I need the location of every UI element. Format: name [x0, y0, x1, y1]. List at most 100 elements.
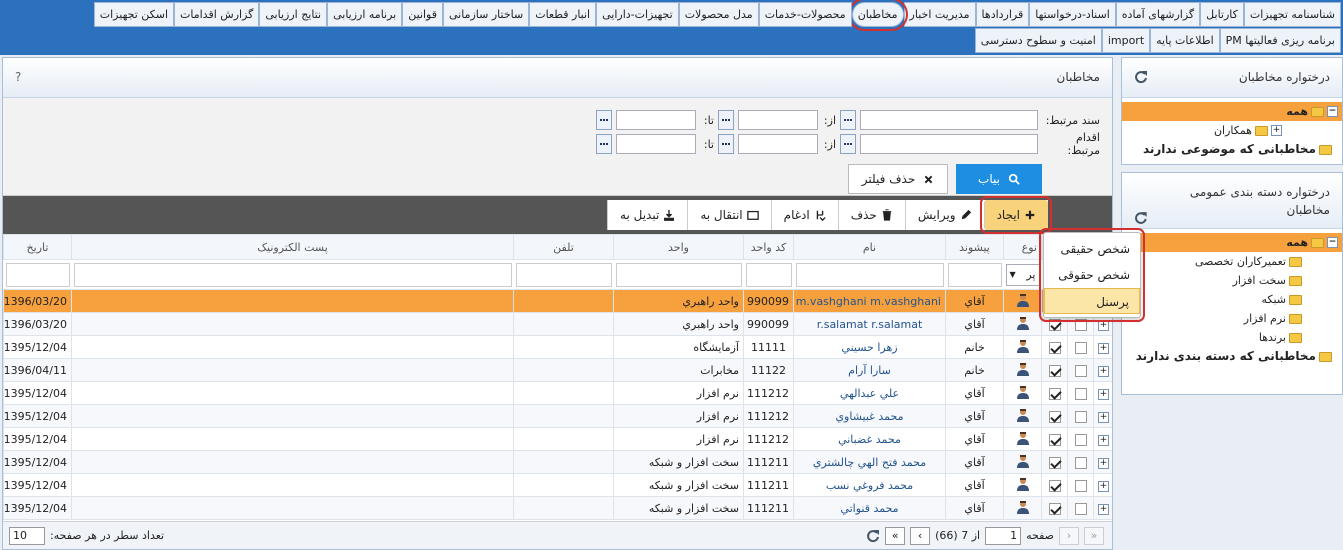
name-cell[interactable]: محمد غضباني [793, 427, 946, 451]
expand-toggle[interactable]: + [1098, 343, 1109, 354]
page-input[interactable]: 1 [985, 526, 1022, 545]
row-checkbox[interactable] [1074, 318, 1087, 331]
column-header[interactable]: تلفن [513, 234, 614, 260]
tree-item[interactable]: مخاطبانی که دسته بندی ندارند [1122, 347, 1342, 366]
nav-tab[interactable]: اسناد-درخواستها [1029, 2, 1116, 27]
name-cell[interactable]: m.vashghani m.vashghani [793, 289, 946, 313]
active-checkbox[interactable] [1048, 502, 1061, 515]
menu-item[interactable]: شخص حقوقی [1058, 268, 1130, 282]
nav-tab[interactable]: امنیت و سطوح دسترسی [974, 28, 1102, 53]
pager-button[interactable]: « [1084, 526, 1104, 545]
toolbar-button[interactable]: ایجاد [979, 196, 1053, 234]
expand-toggle[interactable]: + [1098, 481, 1109, 492]
tree-item[interactable]: نرم افزار [1122, 309, 1342, 328]
active-checkbox[interactable] [1048, 456, 1061, 469]
pager-button[interactable]: › [910, 526, 931, 545]
active-checkbox[interactable] [1048, 318, 1061, 331]
picker-button[interactable] [840, 110, 856, 130]
column-header[interactable]: کد واحد [743, 234, 794, 260]
picker-button[interactable] [596, 110, 612, 130]
collapse-toggle[interactable]: − [1327, 237, 1338, 248]
column-filter-input[interactable] [795, 262, 944, 287]
row-checkbox[interactable] [1074, 502, 1087, 515]
picker-button[interactable] [840, 134, 856, 154]
column-header[interactable]: پست الکترونیک [71, 234, 514, 260]
nav-tab[interactable]: برنامه ارزیابی [327, 2, 403, 27]
name-cell[interactable]: محمد فتح الهي چالشتري [793, 450, 946, 474]
expand-toggle[interactable]: + [1098, 389, 1109, 400]
expand-toggle[interactable]: + [1098, 458, 1109, 469]
name-cell[interactable]: علي عبدالهي [793, 381, 946, 405]
expand-toggle[interactable]: + [1098, 435, 1109, 446]
nav-tab[interactable]: محصولات-خدمات [758, 2, 852, 27]
table-row[interactable]: + خانم زهرا حسيني 11111 آزمايشگاه 1395/12/04 [3, 335, 1112, 359]
active-checkbox[interactable] [1048, 364, 1061, 377]
row-checkbox[interactable] [1074, 410, 1087, 423]
column-filter-input[interactable] [73, 262, 512, 287]
picker-button[interactable] [718, 110, 734, 130]
tree-item[interactable]: تعمیرکاران تخصصی [1122, 252, 1342, 271]
toolbar-button[interactable]: ادغام [770, 200, 838, 230]
expand-toggle[interactable]: + [1098, 504, 1109, 515]
table-row[interactable]: + آقاي r.salamat r.salamat 990099 واحد راهبر… [3, 312, 1112, 336]
active-checkbox[interactable] [1048, 410, 1061, 423]
column-header[interactable]: واحد [613, 234, 744, 260]
tree-item[interactable]: شبکه [1122, 290, 1342, 309]
column-header[interactable]: نام [793, 234, 946, 260]
column-filter-input[interactable] [947, 262, 1002, 287]
nav-tab[interactable]: قراردادها [975, 2, 1030, 27]
toolbar-button[interactable]: انتقال به [687, 200, 770, 230]
expand-toggle[interactable]: + [1098, 320, 1109, 331]
table-row[interactable]: + آقاي محمد غبيشاوي 111212 نرم افزار 1395/12/… [3, 404, 1112, 428]
nav-tab[interactable]: اسکن تجهیزات [93, 2, 175, 27]
column-filter-input[interactable] [745, 262, 792, 287]
rows-input[interactable]: 10 [9, 526, 45, 545]
toolbar-button[interactable]: تبدیل به [607, 200, 687, 230]
name-cell[interactable]: سارا آرام [793, 358, 946, 382]
collapse-toggle[interactable]: − [1327, 106, 1338, 117]
name-cell[interactable]: محمد غبيشاوي [793, 404, 946, 428]
date-input[interactable] [616, 110, 696, 130]
name-cell[interactable]: r.salamat r.salamat [793, 312, 946, 336]
name-cell[interactable]: زهرا حسيني [793, 335, 946, 359]
nav-tab[interactable]: import [1101, 28, 1151, 53]
nav-tab[interactable]: مدیریت اخبار [903, 2, 976, 27]
nav-tab[interactable]: مخاطبان [847, 0, 908, 31]
table-row[interactable]: + آقاي محمد فتح الهي چالشتري 111211 سخت افزا… [3, 450, 1112, 474]
column-header[interactable]: پیشوند [945, 234, 1004, 260]
row-checkbox[interactable] [1074, 456, 1087, 469]
nav-tab[interactable]: مدل محصولات [678, 2, 759, 27]
tree-item[interactable]: سخت افزار [1122, 271, 1342, 290]
tree-item[interactable]: مخاطبانی که موضوعی ندارند [1122, 140, 1342, 159]
tree-item[interactable]: − همه [1122, 102, 1342, 121]
column-filter-input[interactable] [515, 262, 612, 287]
search-button[interactable]: بیاب [956, 164, 1042, 194]
name-cell[interactable]: محمد فروغي نسب [793, 473, 946, 497]
toolbar-button[interactable]: حذف [837, 200, 905, 230]
row-checkbox[interactable] [1074, 364, 1087, 377]
active-checkbox[interactable] [1048, 387, 1061, 400]
date-input[interactable] [860, 110, 1038, 130]
nav-tab[interactable]: اطلاعات پایه [1150, 28, 1220, 53]
picker-button[interactable] [596, 134, 612, 154]
nav-tab[interactable]: برنامه ریزی فعالیتها PM [1219, 28, 1341, 53]
nav-tab[interactable]: کارتابل [1200, 2, 1244, 27]
row-checkbox[interactable] [1074, 387, 1087, 400]
tree-item[interactable]: − همه [1122, 233, 1342, 252]
nav-tab[interactable]: گزارشهای آماده [1115, 2, 1201, 27]
expand-toggle[interactable]: + [1098, 366, 1109, 377]
toolbar-button[interactable]: ویرایش [904, 200, 984, 230]
menu-item[interactable]: پرسنل [1044, 288, 1140, 314]
date-input[interactable] [738, 110, 818, 130]
row-checkbox[interactable] [1074, 479, 1087, 492]
nav-tab[interactable]: قوانین [402, 2, 444, 27]
nav-tab[interactable]: تجهیزات-دارایی [596, 2, 679, 27]
type-select[interactable]: پر ▼ [1005, 263, 1040, 286]
help[interactable]: ? [15, 70, 22, 84]
nav-tab[interactable]: گزارش اقدامات [174, 2, 260, 27]
row-checkbox[interactable] [1074, 341, 1087, 354]
tree-item[interactable]: + همکاران [1122, 121, 1342, 140]
table-row[interactable]: + خانم سارا آرام 11122 مخابرات 1396/04/11 [3, 358, 1112, 382]
date-input[interactable] [616, 134, 696, 154]
